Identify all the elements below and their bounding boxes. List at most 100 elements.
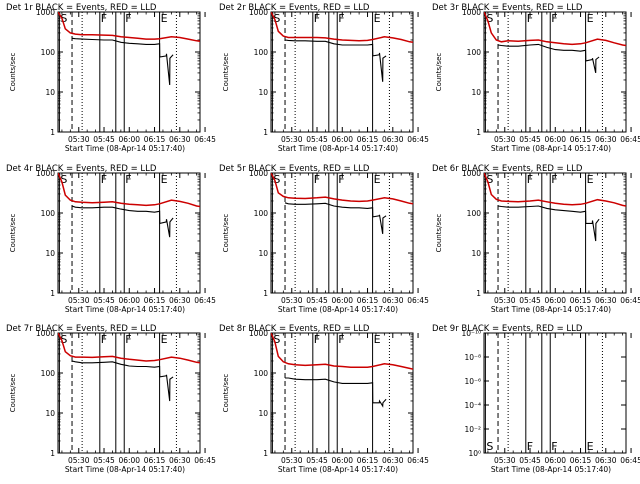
y-tick-label: 10⁻⁶ bbox=[464, 377, 481, 386]
y-tick-label: 10⁻¹⁰ bbox=[461, 329, 481, 338]
marker-label: S bbox=[273, 333, 280, 346]
x-tick-label: 06:00 bbox=[331, 296, 353, 305]
plot-frame bbox=[483, 172, 627, 294]
x-tick-label: 06:30 bbox=[595, 296, 617, 305]
y-tick-label: 100 bbox=[254, 48, 269, 57]
y-tick-label: 100 bbox=[467, 209, 482, 218]
plot-frame bbox=[57, 11, 201, 133]
chart-title: Det 9r BLACK = Events, RED = LLD bbox=[432, 324, 583, 334]
marker-label: S bbox=[60, 333, 67, 346]
x-tick-label: 06:30 bbox=[169, 456, 191, 465]
marker-label: E bbox=[161, 333, 168, 346]
y-tick-label: 10 bbox=[45, 409, 55, 418]
y-tick-label: 100 bbox=[254, 369, 269, 378]
y-tick-label: 100 bbox=[254, 209, 269, 218]
marker-label: F bbox=[551, 440, 557, 453]
marker-label: F bbox=[101, 12, 107, 25]
lld-series-line bbox=[58, 12, 200, 43]
x-tick-label: 06:00 bbox=[331, 135, 353, 144]
marker-label: E bbox=[161, 12, 168, 25]
marker-label: E bbox=[587, 173, 594, 186]
y-tick-label: 1000 bbox=[462, 169, 481, 178]
x-tick-label: 05:45 bbox=[519, 135, 541, 144]
y-axis-label: Counts/sec bbox=[9, 214, 17, 253]
y-tick-label: 100 bbox=[41, 48, 56, 57]
events-series-line bbox=[497, 43, 600, 74]
marker-label: F bbox=[551, 12, 557, 25]
events-series-line bbox=[71, 360, 174, 402]
x-tick-label: 06:45 bbox=[407, 456, 429, 465]
x-tick-label: 05:30 bbox=[281, 296, 303, 305]
marker-label: F bbox=[101, 333, 107, 346]
y-axis-label: Counts/sec bbox=[9, 53, 17, 92]
x-tick-label: 06:15 bbox=[357, 296, 379, 305]
x-tick-label: 06:15 bbox=[144, 456, 166, 465]
chart-panel-3: Det 3r BLACK = Events, RED = LLD 1 10 100 10… bbox=[432, 3, 640, 153]
y-tick-label: 100 bbox=[41, 369, 56, 378]
marker-label: S bbox=[60, 173, 67, 186]
x-tick-label: 06:15 bbox=[570, 135, 592, 144]
plot-frame bbox=[270, 11, 414, 133]
marker-label: F bbox=[314, 333, 320, 346]
x-tick-label: 05:45 bbox=[93, 456, 115, 465]
x-tick-label: 06:15 bbox=[570, 456, 592, 465]
plot-frame bbox=[57, 332, 201, 454]
y-tick-label: 1 bbox=[476, 128, 481, 137]
marker-label: F bbox=[125, 173, 131, 186]
x-axis-label: Start Time (08-Apr-14 05:17:40) bbox=[278, 305, 398, 314]
y-tick-label: 10⁻² bbox=[464, 425, 481, 434]
x-tick-label: 05:45 bbox=[519, 296, 541, 305]
chart-panel-8: Det 8r BLACK = Events, RED = LLD 1 10 100 10… bbox=[219, 324, 429, 474]
y-tick-label: 1000 bbox=[249, 8, 268, 17]
chart-title: Det 6r BLACK = Events, RED = LLD bbox=[432, 164, 583, 174]
y-tick-label: 1 bbox=[263, 449, 268, 458]
x-tick-label: 06:00 bbox=[118, 135, 140, 144]
lld-series-line bbox=[271, 173, 413, 205]
x-tick-label: 05:45 bbox=[519, 456, 541, 465]
chart-title: Det 2r BLACK = Events, RED = LLD bbox=[219, 3, 370, 13]
marker-label: F bbox=[338, 173, 344, 186]
y-tick-label: 1 bbox=[50, 128, 55, 137]
x-axis-label: Start Time (08-Apr-14 05:17:40) bbox=[278, 465, 398, 474]
y-tick-label: 1 bbox=[50, 289, 55, 298]
x-tick-label: 05:45 bbox=[306, 296, 328, 305]
x-tick-label: 06:30 bbox=[595, 135, 617, 144]
y-axis-label: Counts/sec bbox=[435, 53, 443, 92]
x-axis-label: Start Time (08-Apr-14 05:17:40) bbox=[491, 305, 611, 314]
marker-label: S bbox=[273, 12, 280, 25]
y-tick-label: 10 bbox=[258, 88, 268, 97]
marker-label: F bbox=[338, 12, 344, 25]
y-axis-label: Counts/sec bbox=[222, 374, 230, 413]
chart-title: Det 4r BLACK = Events, RED = LLD bbox=[6, 164, 157, 174]
lld-series-line bbox=[58, 333, 200, 364]
plot-frame bbox=[270, 172, 414, 294]
x-tick-label: 05:30 bbox=[281, 456, 303, 465]
x-tick-label: 05:30 bbox=[68, 456, 90, 465]
chart-title: Det 7r BLACK = Events, RED = LLD bbox=[6, 324, 157, 334]
x-tick-label: 06:00 bbox=[544, 456, 566, 465]
y-tick-label: 1 bbox=[50, 449, 55, 458]
y-tick-label: 1 bbox=[476, 289, 481, 298]
x-tick-label: 05:30 bbox=[281, 135, 303, 144]
y-axis-label: Counts/sec bbox=[435, 214, 443, 253]
chart-panel-7: Det 7r BLACK = Events, RED = LLD 1 10 100 10… bbox=[6, 324, 216, 474]
y-tick-label: 100 bbox=[467, 48, 482, 57]
plot-frame bbox=[483, 11, 627, 133]
x-tick-label: 06:15 bbox=[144, 135, 166, 144]
events-series-line bbox=[284, 202, 387, 234]
marker-label: E bbox=[374, 173, 381, 186]
x-tick-label: 06:30 bbox=[595, 456, 617, 465]
x-tick-label: 05:30 bbox=[494, 296, 516, 305]
plot-frame bbox=[57, 172, 201, 294]
marker-label: F bbox=[338, 333, 344, 346]
marker-label: F bbox=[314, 12, 320, 25]
y-tick-label: 10 bbox=[45, 88, 55, 97]
plot-frame bbox=[270, 332, 414, 454]
x-axis-label: Start Time (08-Apr-14 05:17:40) bbox=[491, 144, 611, 153]
